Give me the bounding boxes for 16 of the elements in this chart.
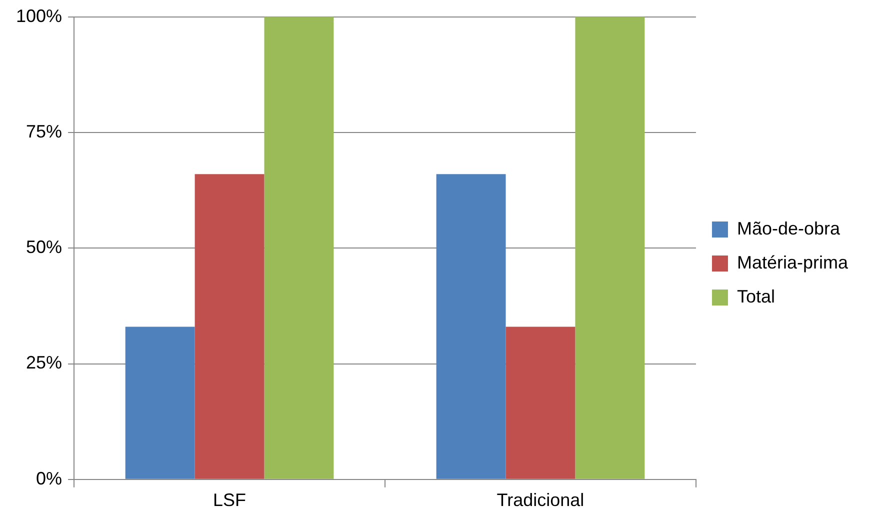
y-tick-label: 50% [26, 237, 62, 258]
bar [264, 16, 334, 479]
bar [506, 326, 576, 479]
y-tick-label: 0% [36, 468, 62, 488]
bar [194, 174, 264, 479]
y-tick-label: 100% [16, 6, 62, 26]
x-tick-label: LSF [213, 490, 246, 510]
bar [125, 326, 195, 479]
y-tick-label: 75% [26, 121, 62, 142]
y-tick-label: 25% [26, 352, 62, 373]
bar [575, 16, 645, 479]
legend-label: Matéria-prima [736, 252, 849, 272]
x-tick-label: Tradicional [496, 490, 584, 510]
bar [436, 174, 506, 479]
legend-label: Mão-de-obra [736, 218, 842, 238]
legend-label: Total [736, 286, 776, 306]
